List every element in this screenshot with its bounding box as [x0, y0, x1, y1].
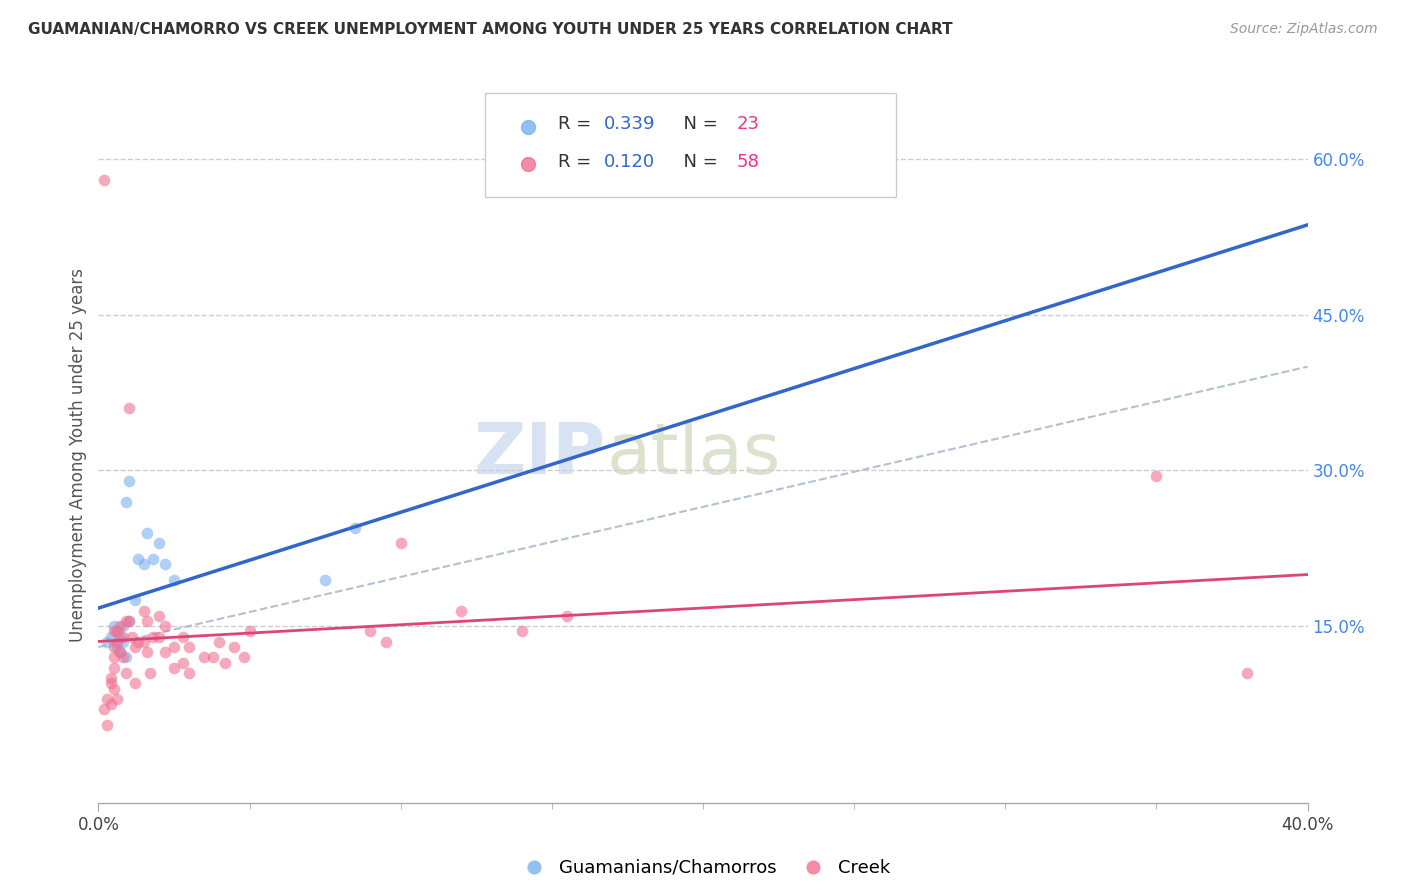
Text: 58: 58: [737, 153, 759, 171]
Point: [214, 656, 236, 670]
Point: [100, 630, 122, 644]
Point: [510, 624, 533, 639]
Text: 0.120: 0.120: [603, 153, 655, 171]
Point: [127, 551, 149, 566]
Point: [142, 630, 165, 644]
Point: [118, 614, 141, 628]
Point: [108, 645, 131, 659]
Point: [135, 614, 157, 628]
Point: [114, 650, 136, 665]
Point: [148, 630, 170, 644]
Point: [135, 525, 157, 540]
Point: [132, 557, 155, 571]
Point: [153, 557, 176, 571]
Point: [114, 494, 136, 508]
Point: [555, 608, 578, 623]
Point: [142, 551, 165, 566]
Text: Source: ZipAtlas.com: Source: ZipAtlas.com: [1230, 22, 1378, 37]
Point: [450, 604, 472, 618]
Point: [124, 593, 146, 607]
Point: [105, 635, 128, 649]
Point: [179, 665, 201, 680]
Point: [239, 624, 262, 639]
Text: 0.339: 0.339: [603, 115, 655, 134]
Point: [103, 624, 125, 639]
Point: [163, 573, 186, 587]
Point: [93, 172, 115, 186]
Text: ZIP: ZIP: [474, 420, 606, 490]
Point: [179, 640, 201, 654]
Point: [100, 676, 122, 690]
Text: GUAMANIAN/CHAMORRO VS CREEK UNEMPLOYMENT AMONG YOUTH UNDER 25 YEARS CORRELATION : GUAMANIAN/CHAMORRO VS CREEK UNEMPLOYMENT…: [28, 22, 953, 37]
Text: R =: R =: [558, 153, 598, 171]
Point: [344, 520, 367, 534]
Point: [148, 608, 170, 623]
Point: [124, 676, 146, 690]
Point: [96, 718, 118, 732]
Point: [111, 630, 134, 644]
Point: [121, 630, 143, 644]
Point: [108, 630, 131, 644]
Point: [172, 630, 194, 644]
Point: [124, 640, 146, 654]
Point: [93, 702, 115, 716]
Point: [105, 692, 128, 706]
Point: [111, 619, 134, 633]
Text: N =: N =: [672, 153, 723, 171]
Point: [105, 624, 128, 639]
Point: [1236, 665, 1258, 680]
Point: [139, 665, 162, 680]
Point: [148, 536, 170, 550]
Point: [172, 656, 194, 670]
Text: 23: 23: [737, 115, 759, 134]
Point: [224, 640, 246, 654]
Point: [108, 619, 131, 633]
Legend: Guamanians/Chamorros, Creek: Guamanians/Chamorros, Creek: [509, 852, 897, 884]
Point: [118, 474, 141, 488]
Point: [163, 661, 186, 675]
Point: [103, 650, 125, 665]
Point: [103, 640, 125, 654]
Point: [96, 692, 118, 706]
Point: [1144, 468, 1167, 483]
Point: [118, 401, 141, 416]
Point: [100, 671, 122, 685]
Point: [105, 624, 128, 639]
Point: [103, 681, 125, 696]
FancyBboxPatch shape: [485, 93, 897, 197]
Point: [314, 573, 336, 587]
Y-axis label: Unemployment Among Youth under 25 years: Unemployment Among Youth under 25 years: [69, 268, 87, 642]
Point: [118, 614, 141, 628]
Text: N =: N =: [672, 115, 723, 134]
Point: [103, 661, 125, 675]
Point: [111, 635, 134, 649]
Point: [114, 665, 136, 680]
Point: [132, 604, 155, 618]
Point: [153, 645, 176, 659]
Point: [132, 635, 155, 649]
Point: [374, 635, 396, 649]
Text: R =: R =: [558, 115, 598, 134]
Point: [163, 640, 186, 654]
Point: [100, 697, 122, 711]
Point: [232, 650, 254, 665]
Point: [202, 650, 225, 665]
Text: atlas: atlas: [606, 420, 780, 490]
Point: [108, 645, 131, 659]
Point: [135, 645, 157, 659]
Point: [114, 614, 136, 628]
Point: [103, 619, 125, 633]
Point: [360, 624, 382, 639]
Point: [96, 635, 118, 649]
Point: [208, 635, 231, 649]
Point: [153, 619, 176, 633]
Point: [193, 650, 215, 665]
Point: [105, 640, 128, 654]
Point: [389, 536, 412, 550]
Point: [127, 635, 149, 649]
Point: [111, 650, 134, 665]
